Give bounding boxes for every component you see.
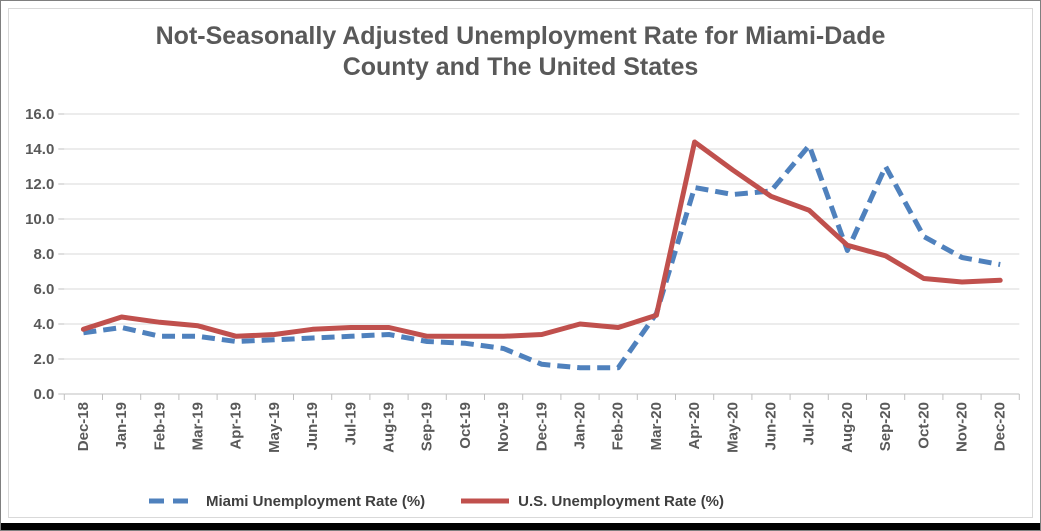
x-tick-label: Feb-20 — [610, 402, 627, 450]
y-tick-label: 2.0 — [33, 351, 54, 368]
x-tick-label: Jul-20 — [801, 402, 818, 445]
miami-dashed-line-sample — [148, 498, 197, 504]
x-tick-label: Mar-19 — [190, 402, 207, 450]
legend-label-miami: Miami Unemployment Rate (%) — [205, 492, 426, 510]
x-tick-label: Aug-19 — [381, 402, 398, 453]
x-tick-label: Dec-20 — [992, 402, 1009, 451]
x-tick-label: Sep-20 — [877, 402, 894, 451]
x-tick-label: Apr-19 — [228, 402, 245, 450]
x-tick-label: Jul-19 — [342, 402, 359, 445]
y-tick-label: 14.0 — [25, 141, 54, 158]
x-tick-label: Sep-19 — [419, 402, 436, 451]
legend: Miami Unemployment Rate (%) U.S. Unemplo… — [1, 487, 955, 515]
y-tick-label: 6.0 — [33, 281, 54, 298]
legend-item-us: U.S. Unemployment Rate (%) — [459, 493, 724, 510]
x-tick-label: Oct-19 — [457, 402, 474, 449]
miami-unemployment-line — [83, 143, 1001, 371]
y-tick-label: 10.0 — [25, 211, 54, 228]
y-tick-label: 12.0 — [25, 176, 54, 193]
x-tick-label: Feb-19 — [151, 402, 168, 450]
legend-item-miami: Miami Unemployment Rate (%) — [147, 493, 425, 510]
y-tick-label: 8.0 — [33, 246, 54, 263]
y-tick-label: 16.0 — [25, 106, 54, 123]
x-tick-label: Mar-20 — [648, 402, 665, 450]
x-tick-label: Nov-20 — [954, 402, 971, 452]
x-tick-label: Dec-19 — [533, 402, 550, 451]
x-tick-label: Aug-20 — [839, 402, 856, 453]
x-tick-label: Nov-19 — [495, 402, 512, 452]
x-tick-label: May-20 — [724, 402, 741, 453]
chart-area-border — [8, 8, 1033, 518]
x-tick-label: Apr-20 — [686, 402, 703, 450]
x-tick-label: Oct-20 — [915, 402, 932, 449]
x-tick-label: Jan-19 — [113, 402, 130, 450]
x-tick-label: May-19 — [266, 402, 283, 453]
x-tick-label: Dec-18 — [75, 402, 92, 451]
us-solid-line-sample — [461, 498, 510, 504]
x-tick-label: Jun-20 — [763, 402, 780, 450]
x-tick-label: Jan-20 — [572, 402, 589, 450]
us-unemployment-line — [80, 139, 1003, 339]
x-tick-label: Jun-19 — [304, 402, 321, 450]
bottom-black-bar — [1, 523, 1040, 530]
chart-title: Not-Seasonally Adjusted Unemployment Rat… — [155, 22, 886, 82]
y-tick-label: 0.0 — [33, 386, 54, 403]
legend-label-us: U.S. Unemployment Rate (%) — [518, 492, 725, 510]
y-tick-label: 4.0 — [33, 316, 54, 333]
